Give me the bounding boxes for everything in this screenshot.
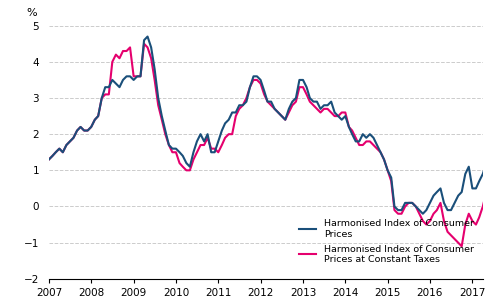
Y-axis label: %: % — [26, 8, 37, 18]
Line: Harmonised Index of Consumer
Prices: Harmonised Index of Consumer Prices — [49, 37, 491, 214]
Legend: Harmonised Index of Consumer
Prices, Harmonised Index of Consumer
Prices at Cons: Harmonised Index of Consumer Prices, Har… — [299, 220, 474, 264]
Line: Harmonised Index of Consumer
Prices at Constant Taxes: Harmonised Index of Consumer Prices at C… — [49, 44, 491, 246]
